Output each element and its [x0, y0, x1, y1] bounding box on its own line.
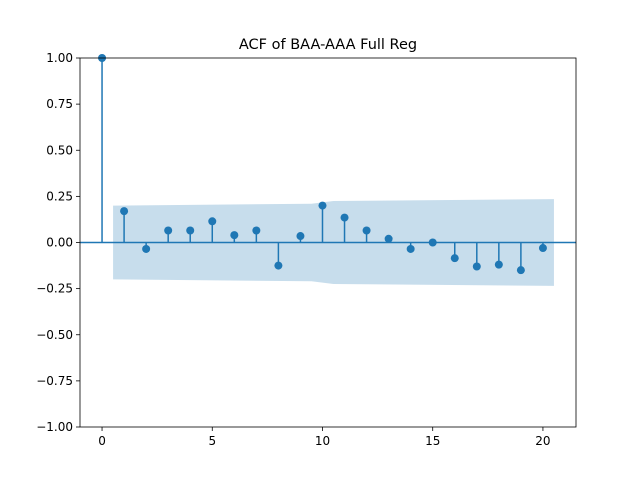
acf-lag-9 — [296, 232, 305, 243]
y-tick-label: 0.00 — [46, 236, 73, 250]
acf-point — [494, 260, 503, 269]
acf-point — [538, 244, 547, 253]
acf-lag-15 — [428, 238, 437, 247]
x-tick-label: 0 — [98, 434, 106, 448]
acf-point — [406, 244, 415, 253]
acf-lag-13 — [384, 234, 393, 243]
acf-point — [186, 226, 195, 235]
acf-lag-0 — [98, 54, 107, 243]
acf-lag-8 — [274, 242, 283, 270]
acf-point — [208, 217, 217, 226]
x-tick-label: 5 — [208, 434, 216, 448]
acf-lag-19 — [516, 242, 525, 275]
acf-point — [318, 201, 327, 210]
acf-lag-2 — [142, 242, 151, 253]
acf-lag-14 — [406, 242, 415, 253]
acf-lag-18 — [494, 242, 503, 269]
acf-point — [120, 207, 129, 216]
acf-lag-4 — [186, 226, 195, 243]
acf-point — [450, 254, 459, 263]
acf-lag-1 — [120, 207, 129, 243]
acf-point — [142, 244, 151, 253]
y-tick-label: 1.00 — [46, 51, 73, 65]
x-tick-label: 20 — [535, 434, 550, 448]
acf-lag-10 — [318, 201, 327, 243]
y-tick-label: −0.50 — [36, 328, 73, 342]
y-tick-label: −0.75 — [36, 374, 73, 388]
acf-point — [230, 231, 239, 240]
acf-point — [164, 226, 173, 235]
y-tick-label: −1.00 — [36, 420, 73, 434]
y-tick-label: −0.25 — [36, 282, 73, 296]
axes-layer: 0 5 10 15 20 1.00 0.75 0.50 0.25 0.00 −0.25 −0.50 −0… — [36, 51, 577, 448]
acf-point — [296, 232, 305, 241]
acf-lag-7 — [252, 226, 261, 243]
acf-point — [252, 226, 261, 235]
y-tick-label: 0.50 — [46, 143, 73, 157]
acf-lag-17 — [472, 242, 481, 271]
x-tick-label: 10 — [315, 434, 330, 448]
x-tick-label: 15 — [425, 434, 440, 448]
acf-lag-5 — [208, 217, 217, 243]
stems-layer — [98, 54, 547, 275]
acf-lag-20 — [538, 242, 547, 253]
acf-point — [362, 226, 371, 235]
acf-point — [384, 234, 393, 243]
y-tick-label: 0.25 — [46, 189, 73, 203]
acf-lag-16 — [450, 242, 459, 263]
acf-lag-6 — [230, 231, 239, 243]
acf-lag-3 — [164, 226, 173, 243]
acf-point — [428, 238, 437, 247]
y-tick-label: 0.75 — [46, 97, 73, 111]
acf-point — [516, 266, 525, 275]
acf-lag-12 — [362, 226, 371, 243]
acf-point — [340, 213, 349, 222]
acf-lag-11 — [340, 213, 349, 243]
acf-point — [274, 261, 283, 270]
acf-point — [472, 262, 481, 271]
chart-title: ACF of BAA-AAA Full Reg — [239, 37, 417, 53]
